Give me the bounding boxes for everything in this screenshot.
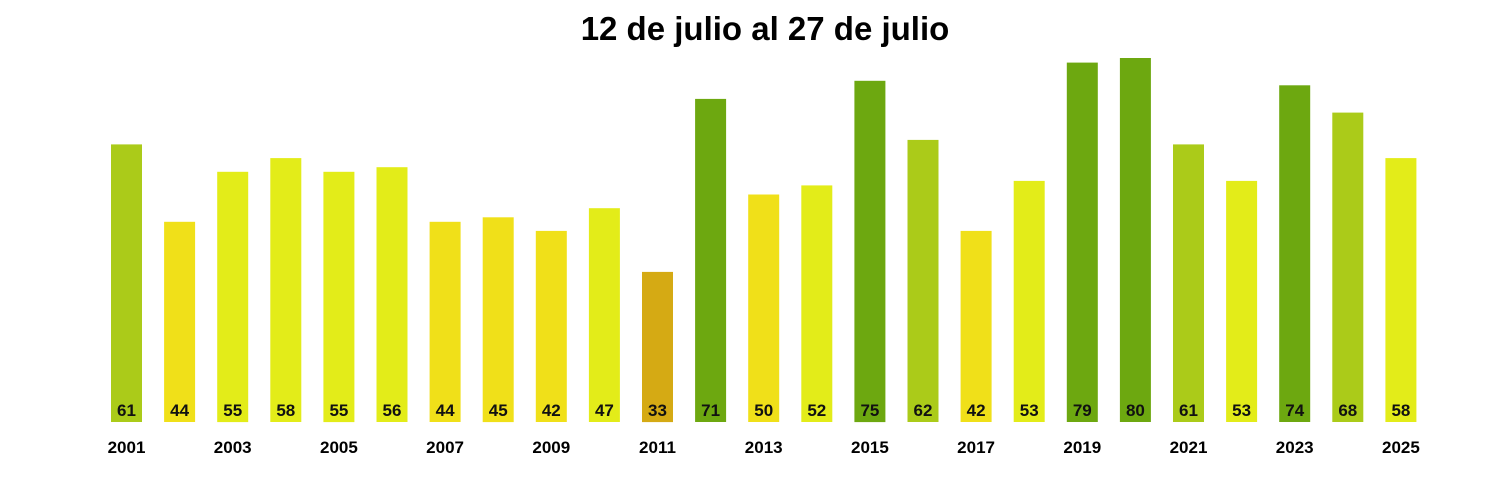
value-label-2009: 42 <box>542 401 561 420</box>
value-label-2023: 74 <box>1285 401 1304 420</box>
value-label-2020: 80 <box>1126 401 1145 420</box>
value-label-2013: 50 <box>754 401 773 420</box>
bar-2001 <box>111 144 142 422</box>
bar-2017 <box>960 230 992 422</box>
bar-2013 <box>748 194 780 422</box>
value-label-2025: 58 <box>1391 401 1410 420</box>
x-tick-label-2017: 2017 <box>957 438 995 457</box>
chart-title: 12 de julio al 27 de julio <box>580 10 950 47</box>
value-label-2018: 53 <box>1020 401 1039 420</box>
x-tick-label-2005: 2005 <box>320 438 358 457</box>
bar-2018 <box>1013 180 1045 422</box>
value-label-2011: 33 <box>648 401 667 420</box>
bar-2023 <box>1279 85 1311 423</box>
bar-2021 <box>1173 144 1204 422</box>
bar-2011 <box>642 271 673 423</box>
bar-2010 <box>588 208 620 422</box>
x-tick-label-2021: 2021 <box>1170 438 1208 457</box>
value-label-2007: 44 <box>436 401 455 420</box>
value-label-2001: 61 <box>117 401 136 420</box>
x-tick-label-2013: 2013 <box>745 438 783 457</box>
bar-2020 <box>1119 58 1151 422</box>
x-tick-label-2019: 2019 <box>1063 438 1101 457</box>
bar-2009 <box>535 230 567 422</box>
bar-2015 <box>854 80 886 423</box>
value-label-2003: 55 <box>223 401 242 420</box>
bar-2022 <box>1226 180 1258 422</box>
value-label-2004: 58 <box>276 401 295 420</box>
x-tick-label-2003: 2003 <box>214 438 252 457</box>
bar-2004 <box>270 158 302 422</box>
x-tick-label-2015: 2015 <box>851 438 889 457</box>
value-label-2012: 71 <box>701 401 720 420</box>
bar-2014 <box>801 185 833 422</box>
bar-2008 <box>482 217 514 423</box>
x-tick-label-2001: 2001 <box>108 438 146 457</box>
bars-group <box>111 58 1417 423</box>
bar-2003 <box>217 171 249 423</box>
value-label-2005: 55 <box>329 401 348 420</box>
value-label-2008: 45 <box>489 401 508 420</box>
value-label-2016: 62 <box>914 401 933 420</box>
bar-2005 <box>323 171 355 423</box>
bar-2002 <box>164 221 196 422</box>
value-label-2021: 61 <box>1179 401 1198 420</box>
x-tick-label-2011: 2011 <box>639 438 676 457</box>
bar-2006 <box>376 167 408 422</box>
x-tick-label-2007: 2007 <box>426 438 464 457</box>
x-tick-label-2009: 2009 <box>532 438 570 457</box>
bar-2016 <box>907 139 939 422</box>
bar-2019 <box>1066 62 1098 422</box>
value-labels-group: 61 44 55 58 55 56 44 45 42 47 33 71 50 52 75 62 42 53 79 80… <box>117 401 1410 420</box>
x-tick-label-2023: 2023 <box>1276 438 1314 457</box>
x-axis-tick-labels: 2001 2003 2005 2007 2009 2011 2013 2015 2017 2019… <box>108 438 1420 457</box>
value-label-2015: 75 <box>860 401 879 420</box>
value-label-2024: 68 <box>1338 401 1357 420</box>
x-tick-label-2025: 2025 <box>1382 438 1420 457</box>
value-label-2010: 47 <box>595 401 614 420</box>
value-label-2019: 79 <box>1073 401 1092 420</box>
value-label-2002: 44 <box>170 401 189 420</box>
value-label-2017: 42 <box>967 401 986 420</box>
value-label-2014: 52 <box>807 401 826 420</box>
bar-2025 <box>1385 158 1417 422</box>
bar-2007 <box>429 221 461 422</box>
bar-2024 <box>1332 112 1364 422</box>
bar-2012 <box>695 98 727 423</box>
value-label-2022: 53 <box>1232 401 1251 420</box>
value-label-2006: 56 <box>383 401 402 420</box>
